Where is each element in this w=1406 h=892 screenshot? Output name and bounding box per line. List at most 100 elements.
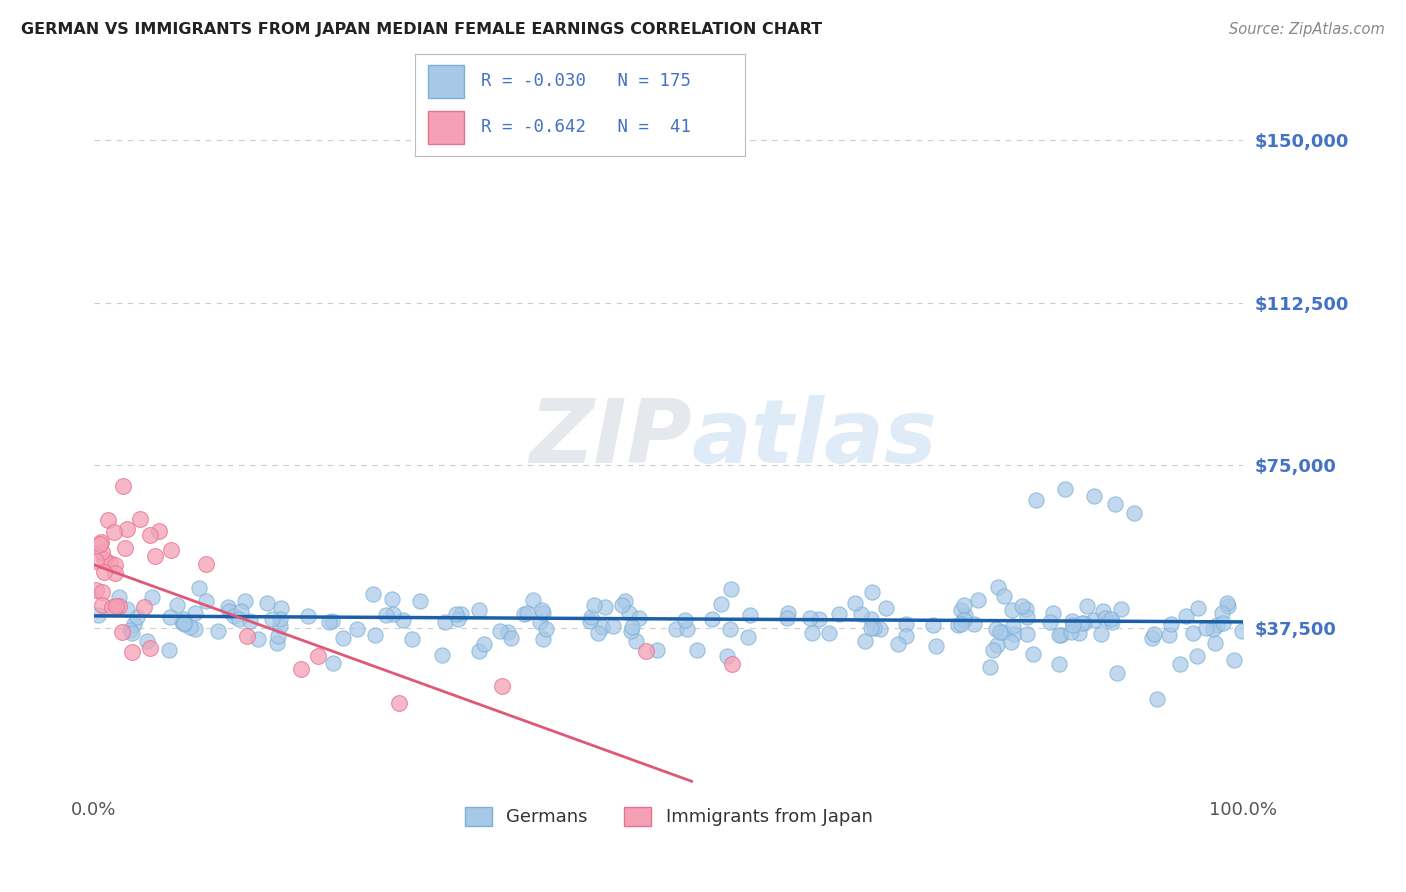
Point [387, 696, 409, 710]
Point [1157, 627, 1180, 641]
Point [97, 513, 120, 527]
Point [104, 558, 127, 573]
Point [127, 610, 149, 624]
Point [235, 629, 257, 643]
Point [307, 648, 329, 663]
Point [444, 607, 467, 622]
Point [1076, 599, 1098, 613]
Point [1071, 615, 1094, 630]
Point [491, 679, 513, 693]
Point [1000, 635, 1022, 649]
Point [141, 590, 163, 604]
Point [991, 624, 1014, 639]
Point [1223, 653, 1246, 667]
FancyBboxPatch shape [427, 111, 464, 144]
Point [1211, 606, 1233, 620]
Point [860, 584, 883, 599]
Point [121, 645, 143, 659]
Point [1083, 488, 1105, 502]
Point [860, 621, 883, 635]
Point [986, 639, 1008, 653]
Point [297, 608, 319, 623]
Point [267, 630, 290, 644]
Point [887, 637, 910, 651]
Point [987, 580, 1010, 594]
Point [776, 611, 799, 625]
Point [467, 644, 489, 658]
Point [990, 624, 1012, 639]
Point [981, 642, 1004, 657]
Point [1230, 624, 1253, 639]
Point [602, 618, 624, 632]
Point [801, 626, 824, 640]
Point [720, 582, 742, 596]
Point [430, 648, 453, 662]
Text: R = -0.642   N =  41: R = -0.642 N = 41 [481, 119, 690, 136]
Point [1062, 618, 1084, 632]
Text: GERMAN VS IMMIGRANTS FROM JAPAN MEDIAN FEMALE EARNINGS CORRELATION CHART: GERMAN VS IMMIGRANTS FROM JAPAN MEDIAN F… [21, 22, 823, 37]
Point [716, 649, 738, 664]
Point [332, 631, 354, 645]
Point [1042, 606, 1064, 620]
Point [290, 662, 312, 676]
Point [1060, 614, 1083, 628]
Point [84, 582, 107, 597]
Point [530, 603, 553, 617]
Point [531, 606, 554, 620]
Point [591, 620, 613, 634]
Point [967, 592, 990, 607]
Point [588, 626, 610, 640]
Point [516, 606, 538, 620]
Point [128, 512, 150, 526]
Point [702, 612, 724, 626]
Point [233, 594, 256, 608]
Point [626, 633, 648, 648]
Point [474, 637, 496, 651]
Point [859, 612, 882, 626]
Point [262, 612, 284, 626]
Point [1105, 666, 1128, 681]
Point [148, 524, 170, 538]
Point [776, 606, 799, 620]
Point [617, 606, 640, 620]
Point [952, 613, 974, 627]
Point [143, 549, 166, 563]
Point [222, 608, 245, 623]
Point [124, 617, 146, 632]
Point [955, 608, 977, 623]
Point [531, 632, 554, 646]
Point [1160, 616, 1182, 631]
Point [132, 600, 155, 615]
Point [1218, 599, 1240, 613]
Point [1011, 599, 1033, 613]
Point [489, 624, 512, 639]
Point [228, 612, 250, 626]
Point [364, 628, 387, 642]
Point [166, 598, 188, 612]
Point [111, 624, 134, 639]
Point [737, 630, 759, 644]
Point [90, 534, 112, 549]
Point [207, 624, 229, 639]
Point [101, 600, 124, 615]
Point [949, 616, 972, 631]
Point [93, 552, 115, 566]
Point [318, 615, 340, 630]
Point [321, 614, 343, 628]
Point [115, 522, 138, 536]
Point [1014, 601, 1036, 615]
Point [1206, 617, 1229, 632]
Point [894, 629, 917, 643]
Point [849, 607, 872, 622]
Point [1101, 615, 1123, 629]
Point [160, 543, 183, 558]
Point [115, 602, 138, 616]
Point [512, 607, 534, 621]
Point [1123, 506, 1146, 520]
Point [593, 599, 616, 614]
Point [844, 597, 866, 611]
Point [1017, 610, 1039, 624]
Point [645, 642, 668, 657]
Point [266, 636, 288, 650]
Point [1187, 600, 1209, 615]
